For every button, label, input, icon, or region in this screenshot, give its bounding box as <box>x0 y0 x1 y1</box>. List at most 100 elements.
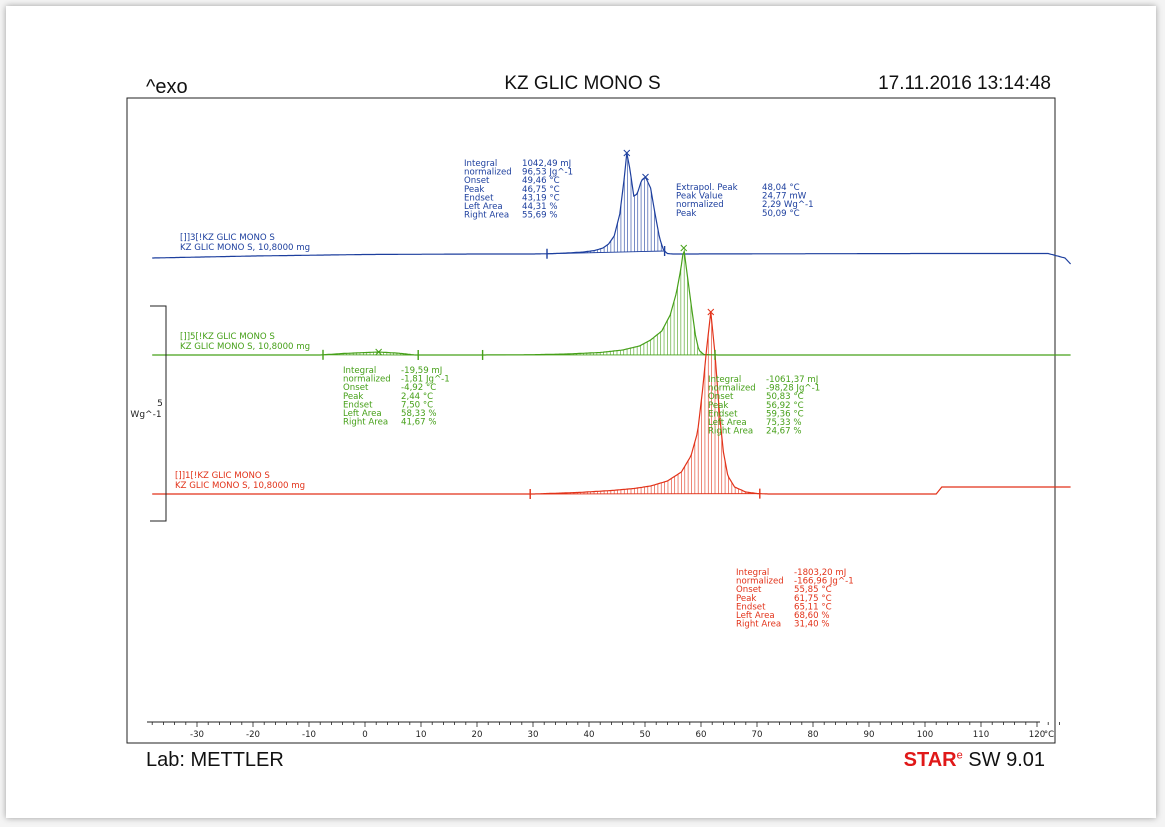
red-peak-marker <box>707 308 715 316</box>
x-tick-label: -30 <box>190 730 204 740</box>
red-dsc-curve <box>152 311 1071 495</box>
annotation-label: Peak <box>736 594 756 604</box>
annotation-label: Onset <box>708 392 734 402</box>
x-tick-label: 20 <box>472 730 483 740</box>
annotation-value: 1042,49 mJ <box>522 159 571 169</box>
x-tick-label: 90 <box>864 730 875 740</box>
software-label: STARe SW 9.01 <box>904 749 1045 772</box>
x-tick-label: 0 <box>362 730 367 740</box>
scale-unit: Wg^-1 <box>130 410 161 420</box>
x-tick-label: 70 <box>752 730 763 740</box>
annotation-value: 96,53 Jg^-1 <box>522 168 573 178</box>
series-labels: []]3[!KZ GLIC MONO S KZ GLIC MONO S, 10,… <box>175 233 310 491</box>
annotation-label: Left Area <box>464 202 503 212</box>
annotation-value: -1,81 Jg^-1 <box>401 375 450 385</box>
x-tick-label: 60 <box>696 730 707 740</box>
annotation-label: Right Area <box>736 620 781 630</box>
annotation-value: 24,77 mW <box>762 192 807 202</box>
annotation-value: -1061,37 mJ <box>766 375 818 385</box>
annotation-value: -19,59 mJ <box>401 366 442 376</box>
x-tick-label: 10 <box>416 730 427 740</box>
sw-star-tar: TAR <box>916 749 957 771</box>
annotation-value: 65,11 °C <box>794 602 832 612</box>
annotation-label: Extrapol. Peak <box>676 183 738 193</box>
annotation-label: Peak Value <box>676 192 723 202</box>
annotation-value: 49,46 °C <box>522 176 560 186</box>
blue-dsc-curve <box>152 152 1072 265</box>
annotation-label: Left Area <box>736 611 775 621</box>
annotation-label: Right Area <box>464 211 509 221</box>
annotation-label: normalized <box>464 168 512 178</box>
x-tick-label: 80 <box>808 730 819 740</box>
green-peak-marker <box>680 244 688 252</box>
integration-hatches <box>322 157 760 495</box>
timestamp: 17.11.2016 13:14:48 <box>878 73 1051 94</box>
annotation-value: 55,85 °C <box>794 585 832 595</box>
annotation-value: -1803,20 mJ <box>794 568 846 578</box>
blue-peak-marker <box>642 173 649 181</box>
peak-markers <box>375 149 715 356</box>
annotation-value: 55,69 % <box>522 211 558 221</box>
annotation-value: 41,67 % <box>401 418 437 428</box>
annotation-value: 50,83 °C <box>766 392 804 402</box>
annotation-value: 61,75 °C <box>794 594 832 604</box>
blue-series-sample: KZ GLIC MONO S, 10,8000 mg <box>180 243 310 253</box>
x-axis-unit: °C <box>1044 730 1054 740</box>
annotation-label: Endset <box>736 602 766 612</box>
curves <box>152 152 1072 495</box>
scale-bracket <box>150 305 167 522</box>
annotation-label: Integral <box>464 159 497 169</box>
x-tick-label: 40 <box>584 730 595 740</box>
annotation-label: Peak <box>343 392 363 402</box>
x-tick-label: 50 <box>640 730 651 740</box>
integration-limits <box>322 246 761 499</box>
annotation-label: Right Area <box>343 418 388 428</box>
scale-bar: 5 Wg^-1 <box>130 305 167 522</box>
annotation-label: Endset <box>343 400 373 410</box>
annotation-label: normalized <box>736 577 784 587</box>
annotations: Integral 1042,49 mJ normalized 96,53 Jg^-1… <box>343 159 854 630</box>
x-tick-label: 120 <box>1029 730 1045 740</box>
annotation-label: Left Area <box>708 418 747 428</box>
red-series-name: []]1[!KZ GLIC MONO S <box>175 471 270 481</box>
x-axis: -30 -20 -10 0 10 20 30 40 50 60 70 80 90 100 110 120 °C <box>147 721 1060 740</box>
plot-frame <box>126 97 1056 744</box>
annotation-value: 75,33 % <box>766 418 802 428</box>
annotation-label: Peak <box>464 185 484 195</box>
annotation-label: Peak <box>676 209 696 219</box>
annotation-value: -98,28 Jg^-1 <box>766 384 820 394</box>
annotation-value: 58,33 % <box>401 409 437 419</box>
annotation-label: Onset <box>343 383 369 393</box>
chart-title: KZ GLIC MONO S <box>504 73 661 94</box>
exo-direction-label: ^exo <box>146 76 188 98</box>
x-tick-label: 100 <box>917 730 933 740</box>
annotation-value: -166,96 Jg^-1 <box>794 577 854 587</box>
x-tick-label: 110 <box>973 730 989 740</box>
sw-version: SW 9.01 <box>968 749 1045 771</box>
blue-peak-marker <box>623 149 631 157</box>
annotation-label: Peak <box>708 401 728 411</box>
annotation-value: 59,36 °C <box>766 409 804 419</box>
annotation-value: 56,92 °C <box>766 401 804 411</box>
annotation-label: Left Area <box>343 409 382 419</box>
annotation-label: Endset <box>464 193 494 203</box>
x-tick-label: -10 <box>302 730 316 740</box>
annotation-label: Integral <box>736 568 769 578</box>
annotation-value: 24,67 % <box>766 427 802 437</box>
annotation-label: Right Area <box>708 427 753 437</box>
annotation-label: Onset <box>464 176 490 186</box>
green-dsc-curve <box>152 249 1071 356</box>
annotation-value: 31,40 % <box>794 620 830 630</box>
green-series-name: []]5[!KZ GLIC MONO S <box>180 332 275 342</box>
annotation-value: -4,92 °C <box>401 383 436 393</box>
annotation-value: 2,29 Wg^-1 <box>762 200 814 210</box>
annotation-label: Endset <box>708 409 738 419</box>
green-series-sample: KZ GLIC MONO S, 10,8000 mg <box>180 342 310 352</box>
sw-star-e: e <box>956 749 963 762</box>
annotation-label: normalized <box>343 375 391 385</box>
annotation-value: 48,04 °C <box>762 183 800 193</box>
scale-value: 5 <box>157 399 163 409</box>
annotation-label: normalized <box>676 200 724 210</box>
annotation-value: 68,60 % <box>794 611 830 621</box>
